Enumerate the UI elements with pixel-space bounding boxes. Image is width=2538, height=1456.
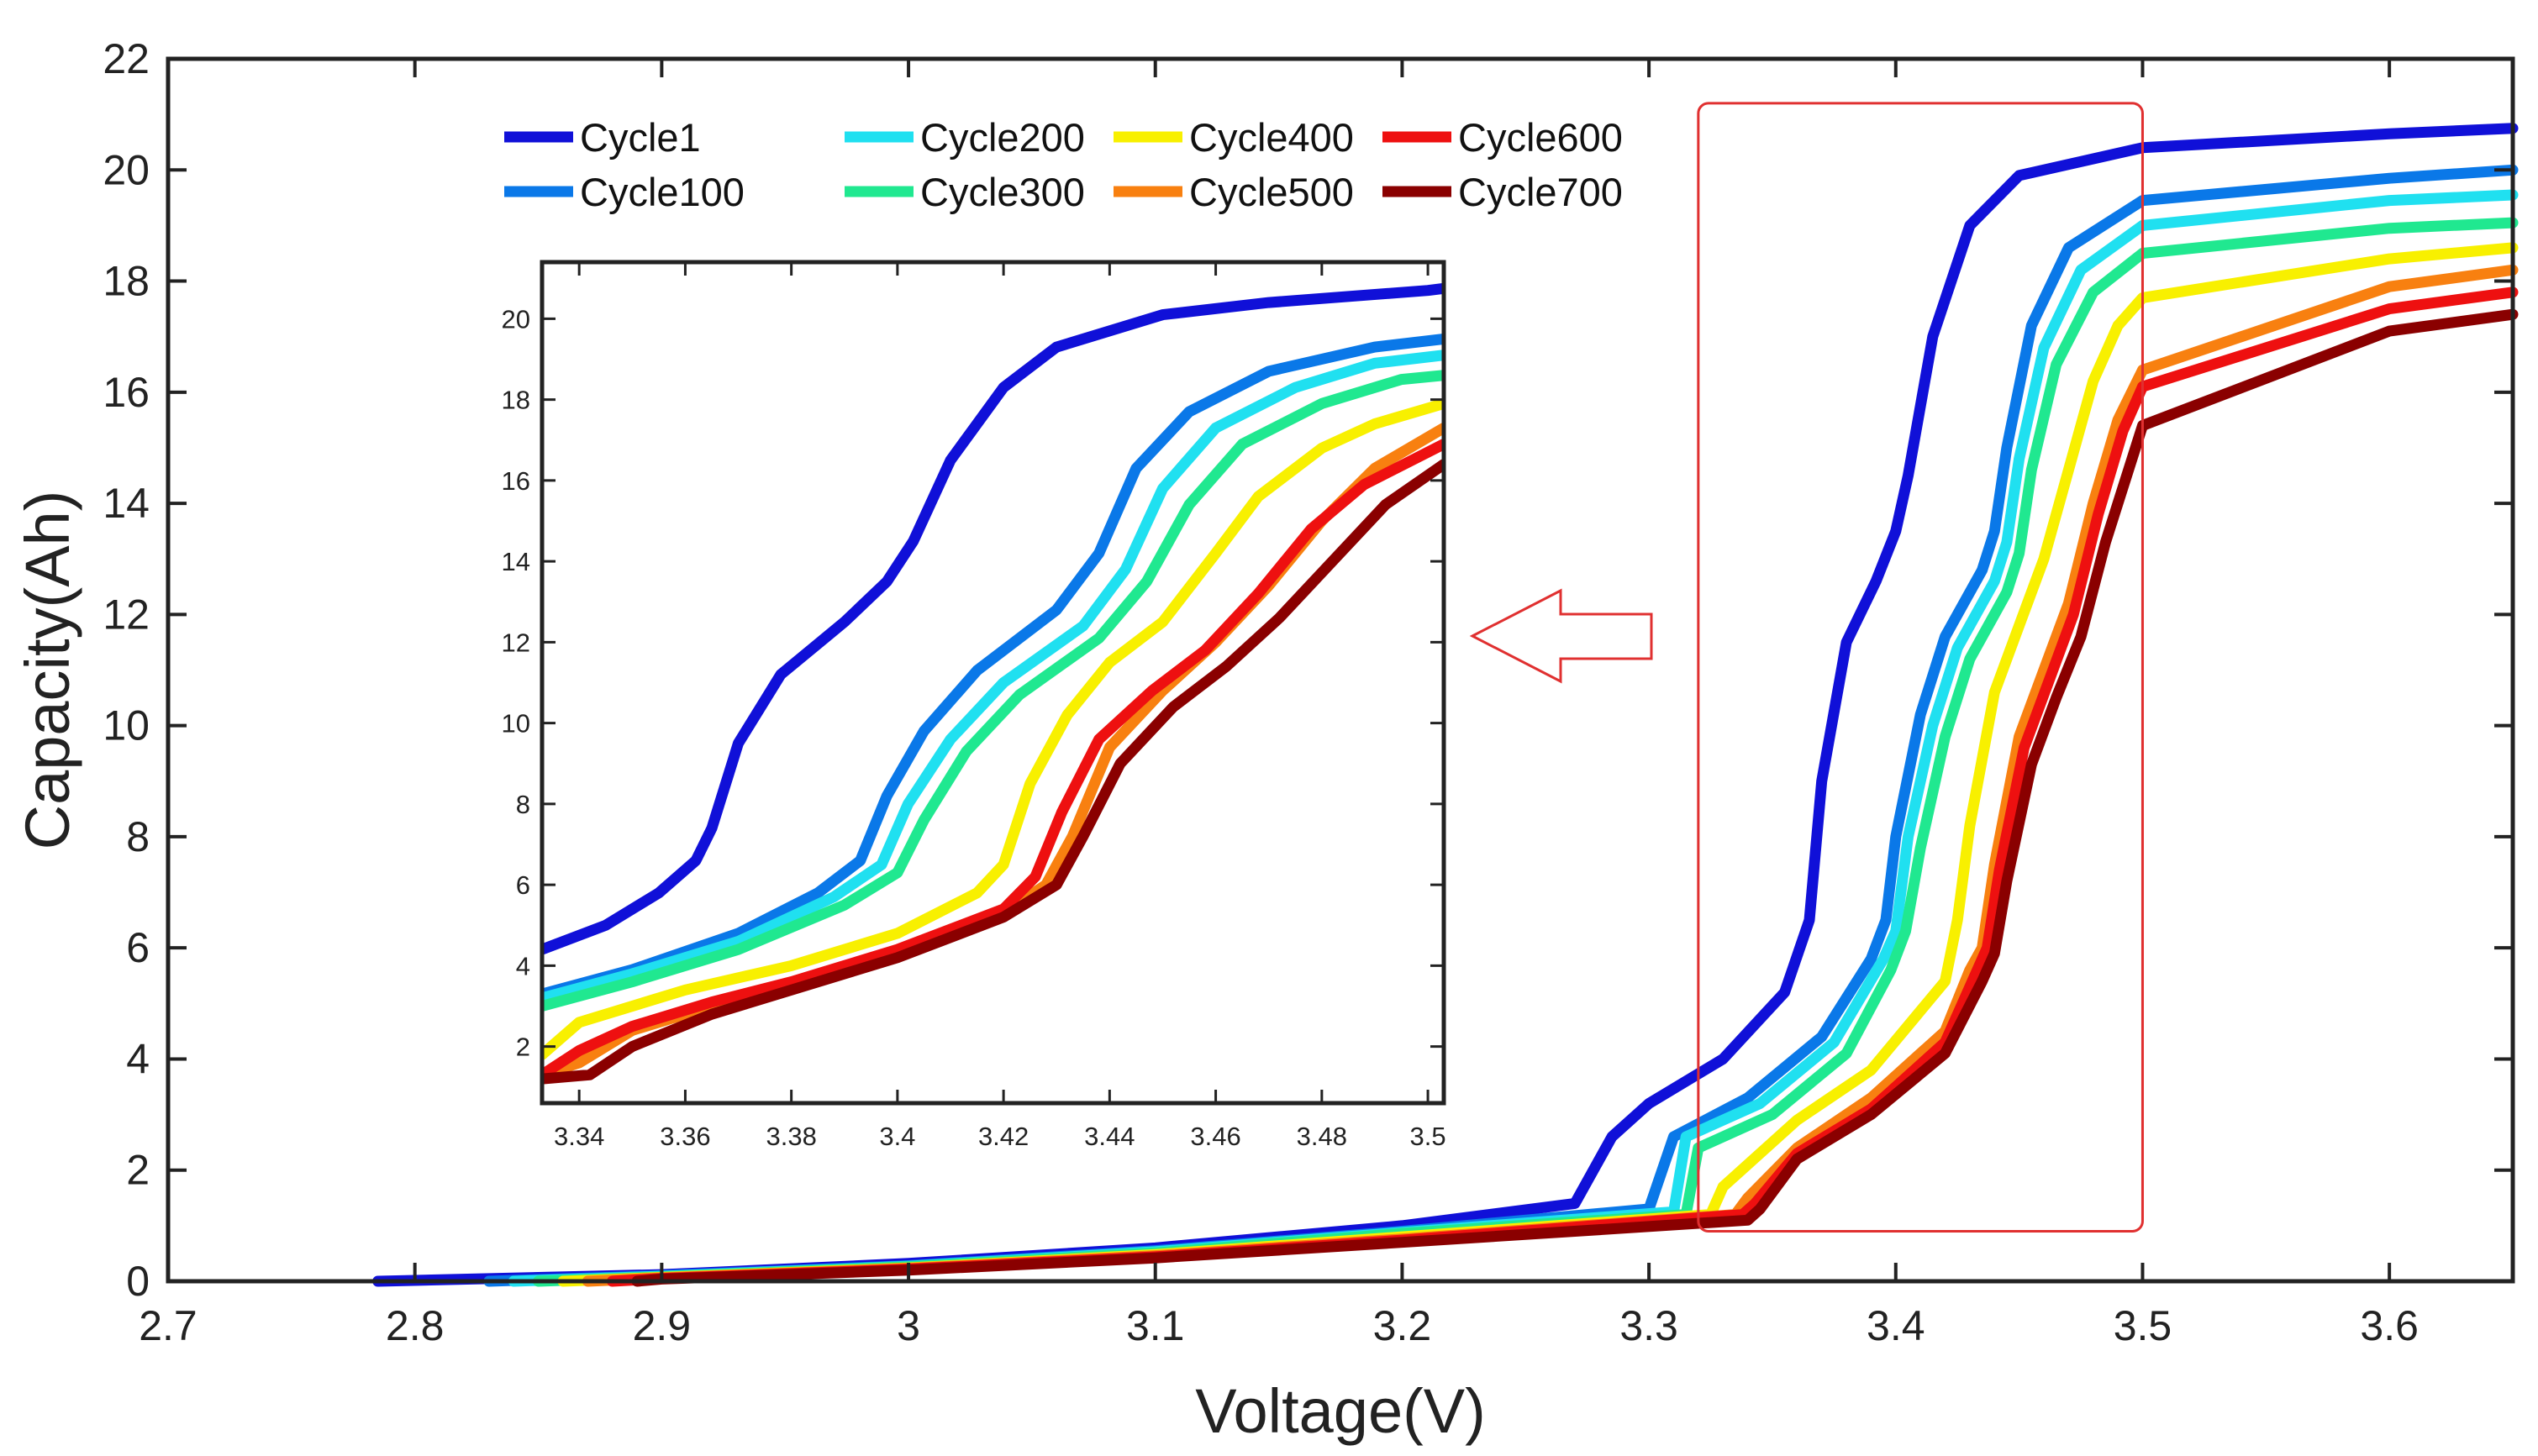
inset-x-tick-label: 3.42 <box>978 1122 1029 1151</box>
y-tick-label: 0 <box>126 1258 150 1305</box>
inset-y-tick-label: 18 <box>502 386 530 415</box>
y-tick-label: 10 <box>103 702 150 749</box>
y-tick-label: 16 <box>103 369 150 416</box>
inset-y-tick-label: 2 <box>516 1033 530 1062</box>
inset-ticks: 3.34 3.36 3.38 3.4 3.42 3.44 3.46 3.48 3.5 2 4 6 8 10… <box>502 262 1446 1151</box>
legend-entry-cycle700: Cycle700 <box>1382 170 1623 214</box>
inset-series-line-cycle700 <box>542 459 1444 1085</box>
x-axis-title: Voltage(V) <box>1195 1376 1486 1446</box>
x-tick-label: 3.5 <box>2114 1302 2172 1349</box>
legend: Cycle1 Cycle100 Cycle200 Cycle300 Cycle400 Cy… <box>504 115 1623 214</box>
inset-x-tick-label: 3.36 <box>660 1122 710 1151</box>
inset-series-line-cycle300 <box>542 370 1444 1012</box>
inset-y-tick-label: 6 <box>516 870 530 900</box>
inset-x-tick-label: 3.48 <box>1297 1122 1347 1151</box>
x-tick-label: 2.9 <box>633 1302 692 1349</box>
legend-label: Cycle200 <box>920 115 1085 160</box>
x-tick-label: 3 <box>897 1302 920 1349</box>
legend-entry-cycle100: Cycle100 <box>504 170 745 214</box>
legend-label: Cycle700 <box>1458 170 1623 214</box>
inset-x-tick-label: 3.38 <box>766 1122 816 1151</box>
y-tick-label: 22 <box>103 35 150 82</box>
y-tick-label: 6 <box>126 924 150 971</box>
legend-label: Cycle600 <box>1458 115 1623 160</box>
x-tick-label: 3.6 <box>2360 1302 2419 1349</box>
legend-label: Cycle500 <box>1189 170 1354 214</box>
legend-entry-cycle300: Cycle300 <box>845 170 1085 214</box>
inset-y-tick-label: 4 <box>516 951 530 980</box>
inset-y-tick-label: 10 <box>502 709 530 739</box>
y-tick-label: 4 <box>126 1035 150 1082</box>
inset-series-line-cycle100 <box>542 333 1444 1000</box>
main-ticks: 2.7 2.8 2.9 3 3.1 3.2 3.3 3.4 3.5 3.6 0 2 4 6 8 10 12 14 1… <box>103 35 2513 1349</box>
x-tick-label: 3.2 <box>1373 1302 1432 1349</box>
inset-x-tick-label: 3.34 <box>554 1122 604 1151</box>
zoom-arrow-icon <box>1469 588 1653 684</box>
legend-entry-cycle400: Cycle400 <box>1114 115 1354 160</box>
inset-axes-frame <box>540 260 1446 1106</box>
legend-entry-cycle500: Cycle500 <box>1114 170 1354 214</box>
x-tick-label: 2.8 <box>386 1302 445 1349</box>
y-axis-title: Capacity(Ah) <box>13 491 82 850</box>
legend-label: Cycle400 <box>1189 115 1354 160</box>
y-tick-label: 12 <box>103 591 150 638</box>
y-tick-label: 2 <box>126 1147 150 1194</box>
legend-label: Cycle300 <box>920 170 1085 214</box>
main-series-group <box>372 123 2519 1287</box>
inset-x-tick-label: 3.4 <box>879 1122 915 1151</box>
inset-series-group <box>542 282 1444 1085</box>
inset-series-line-cycle1 <box>542 282 1444 955</box>
main-plot: 2.7 2.8 2.9 3 3.1 3.2 3.3 3.4 3.5 3.6 0 2 4 6 8 10 12 14 1… <box>13 35 2519 1446</box>
inset-x-tick-label: 3.46 <box>1190 1122 1240 1151</box>
x-tick-label: 3.1 <box>1126 1302 1185 1349</box>
legend-entry-cycle600: Cycle600 <box>1382 115 1623 160</box>
main-axes-frame <box>166 56 2515 1284</box>
inset-x-tick-label: 3.44 <box>1084 1122 1135 1151</box>
x-tick-label: 2.7 <box>139 1302 197 1349</box>
series-line-cycle700 <box>631 308 2519 1287</box>
x-tick-label: 3.3 <box>1619 1302 1678 1349</box>
legend-entry-cycle200: Cycle200 <box>845 115 1085 160</box>
inset-y-tick-label: 20 <box>502 304 530 334</box>
y-tick-label: 20 <box>103 146 150 193</box>
y-tick-label: 14 <box>103 480 150 527</box>
inset-plot: 3.34 3.36 3.38 3.4 3.42 3.44 3.46 3.48 3.5 2 4 6 8 10… <box>502 260 1446 1151</box>
x-tick-label: 3.4 <box>1867 1302 1925 1349</box>
inset-y-tick-label: 14 <box>502 547 530 576</box>
inset-series-line-cycle600 <box>542 439 1444 1080</box>
inset-x-tick-label: 3.5 <box>1410 1122 1446 1151</box>
legend-label: Cycle1 <box>580 115 701 160</box>
y-tick-label: 8 <box>126 813 150 860</box>
inset-series-line-cycle200 <box>542 350 1444 1004</box>
y-tick-label: 18 <box>103 258 150 305</box>
inset-y-tick-label: 8 <box>516 790 530 819</box>
inset-y-tick-label: 16 <box>502 466 530 496</box>
legend-label: Cycle100 <box>580 170 745 214</box>
inset-series-line-cycle400 <box>542 397 1444 1060</box>
highlight-box <box>1697 102 2144 1233</box>
inset-y-tick-label: 12 <box>502 628 530 657</box>
legend-entry-cycle1: Cycle1 <box>504 115 701 160</box>
